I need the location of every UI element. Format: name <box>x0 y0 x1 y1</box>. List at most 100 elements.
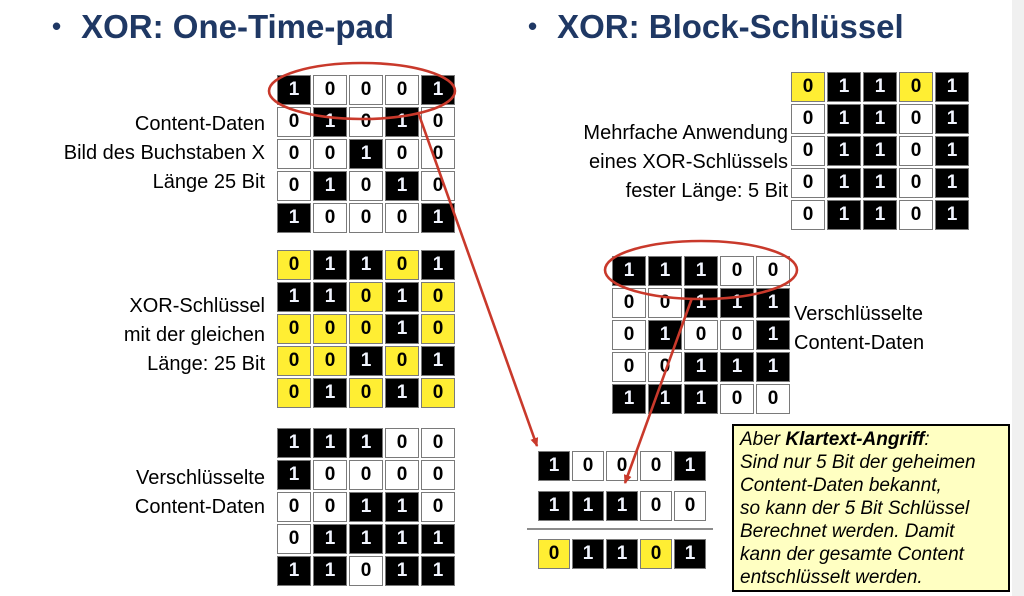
bit-cell: 0 <box>538 539 570 569</box>
title-block-schluessel: • XOR: Block-Schlüssel <box>528 8 904 46</box>
bit-cell: 1 <box>935 104 969 134</box>
title-block-schluessel-text: XOR: Block-Schlüssel <box>557 8 904 45</box>
bit-cell: 1 <box>421 524 455 554</box>
bit-cell: 1 <box>313 556 347 586</box>
klartext-angriff-note: Aber Klartext-Angriff: Sind nur 5 Bit de… <box>732 424 1010 592</box>
bit-cell: 1 <box>313 282 347 312</box>
bit-cell: 0 <box>349 378 383 408</box>
bit-cell: 1 <box>277 282 311 312</box>
bit-cell: 1 <box>313 524 347 554</box>
label-line: Verschlüsselte <box>794 303 923 325</box>
bit-cell: 1 <box>720 288 754 318</box>
bit-cell: 0 <box>720 384 754 414</box>
bit-cell: 0 <box>421 107 455 137</box>
bullet-icon: • <box>52 11 62 41</box>
bit-cell: 0 <box>277 139 311 169</box>
bit-cell: 0 <box>899 168 933 198</box>
bit-cell: 0 <box>277 492 311 522</box>
note-line: Content-Daten bekannt, <box>740 475 942 496</box>
xor-result-divider <box>527 528 713 530</box>
bit-cell: 0 <box>612 320 646 350</box>
label-verschluesselte-left: Verschlüsselte Content-Daten <box>0 464 265 522</box>
bit-cell: 0 <box>277 171 311 201</box>
bit-cell: 1 <box>538 451 570 481</box>
bit-cell: 1 <box>606 491 638 521</box>
bit-cell: 1 <box>827 104 861 134</box>
note-line: kann der gesamte Content <box>740 544 964 565</box>
bit-cell: 1 <box>277 75 311 105</box>
bit-cell: 1 <box>720 352 754 382</box>
note-line: entschlüsselt werden. <box>740 567 923 588</box>
bit-cell: 0 <box>349 203 383 233</box>
bit-cell: 1 <box>572 539 604 569</box>
bit-cell: 1 <box>385 524 419 554</box>
window-edge-strip <box>1012 0 1024 596</box>
bit-cell: 0 <box>756 384 790 414</box>
bit-cell: 1 <box>313 171 347 201</box>
bit-cell: 1 <box>385 378 419 408</box>
bit-cell: 0 <box>648 352 682 382</box>
bit-cell: 1 <box>385 314 419 344</box>
bit-cell: 0 <box>606 451 638 481</box>
bit-cell: 0 <box>720 320 754 350</box>
bit-cell: 1 <box>935 72 969 102</box>
bit-cell: 0 <box>349 282 383 312</box>
bit-cell: 0 <box>640 539 672 569</box>
bit-cell: 0 <box>899 136 933 166</box>
bit-cell: 1 <box>756 352 790 382</box>
bit-cell: 0 <box>385 250 419 280</box>
bit-cell: 1 <box>674 539 706 569</box>
bit-cell: 0 <box>313 460 347 490</box>
bit-cell: 0 <box>612 288 646 318</box>
bullet-icon: • <box>528 11 538 41</box>
label-line: Content-Daten <box>134 113 265 135</box>
bit-cell: 0 <box>349 75 383 105</box>
bit-cell: 1 <box>385 492 419 522</box>
bit-cell: 1 <box>606 539 638 569</box>
bit-cell: 1 <box>935 200 969 230</box>
label-line: Länge 25 Bit <box>152 171 265 193</box>
bit-cell: 1 <box>863 168 897 198</box>
bit-cell: 0 <box>349 556 383 586</box>
bit-cell: 0 <box>385 139 419 169</box>
label-line: Länge: 25 Bit <box>147 353 265 375</box>
note-line: Aber Klartext-Angriff: <box>740 429 930 450</box>
bit-cell: 1 <box>349 250 383 280</box>
bit-cell: 1 <box>421 250 455 280</box>
title-one-time-pad-text: XOR: One-Time-pad <box>81 8 395 45</box>
bit-cell: 1 <box>935 136 969 166</box>
bit-cell: 1 <box>385 171 419 201</box>
bit-cell: 1 <box>827 168 861 198</box>
label-line: mit der gleichen <box>123 324 265 346</box>
bit-cell: 0 <box>277 378 311 408</box>
bit-cell: 1 <box>313 250 347 280</box>
bit-cell: 0 <box>899 72 933 102</box>
bit-cell: 1 <box>756 320 790 350</box>
bit-cell: 0 <box>899 104 933 134</box>
bit-cell: 0 <box>277 314 311 344</box>
bit-cell: 1 <box>612 256 646 286</box>
bit-cell: 0 <box>572 451 604 481</box>
note-line: Sind nur 5 Bit der geheimen <box>740 452 976 473</box>
bit-cell: 0 <box>899 200 933 230</box>
bit-cell: 0 <box>349 460 383 490</box>
bit-cell: 0 <box>277 524 311 554</box>
bit-cell: 0 <box>349 107 383 137</box>
bit-cell: 0 <box>684 320 718 350</box>
bit-cell: 1 <box>756 288 790 318</box>
bit-cell: 0 <box>421 282 455 312</box>
bit-cell: 0 <box>385 203 419 233</box>
bit-cell: 1 <box>827 200 861 230</box>
bit-cell: 1 <box>349 428 383 458</box>
bit-cell: 0 <box>421 314 455 344</box>
bit-cell: 1 <box>684 384 718 414</box>
label-block-schluessel: Mehrfache Anwendung eines XOR-Schlüssels… <box>505 119 788 206</box>
bit-cell: 1 <box>385 556 419 586</box>
bit-cell: 1 <box>421 556 455 586</box>
bit-cell: 1 <box>827 72 861 102</box>
label-line: Content-Daten <box>134 496 265 518</box>
